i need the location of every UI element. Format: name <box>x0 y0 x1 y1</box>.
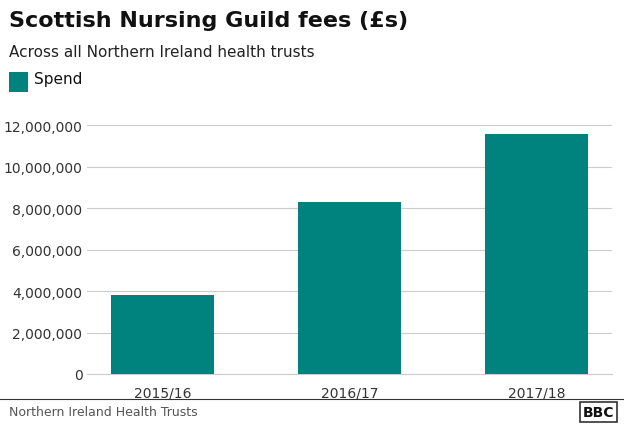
Text: Scottish Nursing Guild fees (£s): Scottish Nursing Guild fees (£s) <box>9 11 409 31</box>
Text: BBC: BBC <box>583 405 615 419</box>
Bar <box>111 295 214 374</box>
Bar <box>298 203 401 374</box>
Text: Across all Northern Ireland health trusts: Across all Northern Ireland health trust… <box>9 45 315 60</box>
Bar <box>485 134 588 374</box>
Text: Spend: Spend <box>34 72 83 87</box>
Text: Northern Ireland Health Trusts: Northern Ireland Health Trusts <box>9 405 198 418</box>
